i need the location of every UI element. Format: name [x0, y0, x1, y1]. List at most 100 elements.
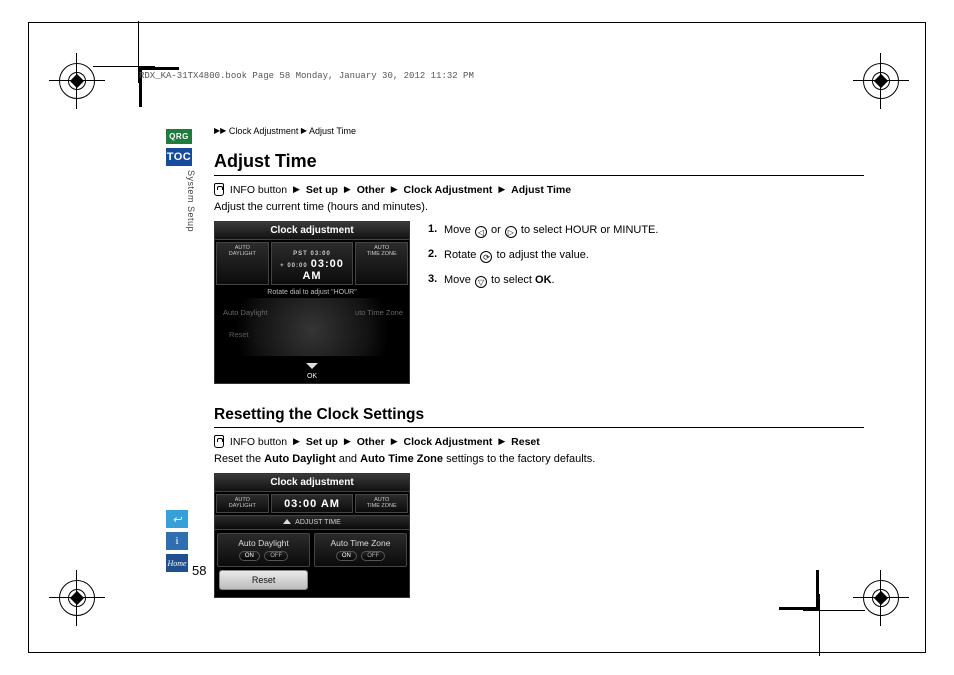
info-button-icon: [214, 183, 224, 196]
registration-mark-icon: [55, 576, 99, 620]
breadcrumb-sep-icon: ▶: [301, 126, 307, 135]
tab-toc[interactable]: TOC: [166, 148, 192, 166]
chevron-right-icon: ▶: [293, 436, 300, 447]
heading-reset-clock: Resetting the Clock Settings: [214, 406, 864, 424]
device-hint: Rotate dial to adjust "HOUR": [215, 287, 409, 298]
device-ok-label: OK: [215, 373, 409, 383]
menu-path-item: Adjust Time: [511, 184, 571, 196]
step-text-bold: OK: [535, 274, 552, 286]
left-tab-column: QRG TOC System Setup: [166, 129, 204, 232]
step-number: 2.: [428, 248, 444, 263]
page-number: 58: [192, 563, 206, 578]
home-icon[interactable]: Home: [166, 554, 188, 572]
desc-text: Reset the: [214, 453, 264, 465]
registration-mark-icon: [859, 59, 903, 103]
menu-path-item: Reset: [511, 436, 540, 448]
menu-path: INFO button ▶ Set up ▶ Other ▶ Clock Adj…: [214, 183, 864, 196]
description: Adjust the current time (hours and minut…: [214, 201, 864, 213]
device-button-auto-timezone: AUTO TIME ZONE: [355, 242, 408, 285]
device-reset-button: Reset: [219, 570, 308, 590]
breadcrumb-item: Clock Adjustment: [229, 126, 299, 136]
menu-path-item: Clock Adjustment: [404, 184, 493, 196]
device-titlebar: Clock adjustment: [215, 222, 409, 240]
device-ghost-label: uto Time Zone: [355, 308, 403, 317]
device-adjust-label: ADJUST TIME: [295, 519, 341, 526]
chevron-right-icon: ▶: [391, 184, 398, 195]
breadcrumb-item: Adjust Time: [309, 126, 356, 136]
step-text: .: [552, 274, 555, 286]
device-button-auto-daylight: AUTO DAYLIGHT: [216, 242, 269, 285]
device-dial: Auto Daylight uto Time Zone Reset: [215, 298, 409, 356]
step-text: to adjust the value.: [493, 249, 588, 261]
step-item: 2. Rotate ⟳ to adjust the value.: [428, 248, 658, 263]
step-item: 3. Move ▽ to select OK.: [428, 273, 658, 288]
breadcrumb-arrow-icon: ▶▶: [214, 126, 226, 135]
nav-icon-stack: ↩ i Home: [166, 510, 192, 576]
menu-path-item: INFO button: [230, 184, 287, 196]
description: Reset the Auto Daylight and Auto Time Zo…: [214, 453, 864, 465]
device-button-label: Auto Daylight: [238, 538, 289, 548]
page-sheet: RDX_KA-31TX4800.book Page 58 Monday, Jan…: [28, 22, 926, 653]
device-screenshot-reset: Clock adjustment AUTO DAYLIGHT 03:00 AM …: [214, 473, 410, 598]
toggle-off-label: OFF: [264, 551, 288, 561]
step-text: to select: [488, 274, 535, 286]
joystick-down-icon: ▽: [475, 276, 487, 288]
menu-path-item: Set up: [306, 184, 338, 196]
joystick-left-icon: ◁: [475, 226, 487, 238]
device-button-auto-timezone-big: Auto Time Zone ON OFF: [314, 533, 407, 567]
divider: [214, 175, 864, 176]
device-time-value: 03:00 AM: [302, 258, 343, 282]
content-area: Adjust Time INFO button ▶ Set up ▶ Other…: [214, 151, 864, 598]
toggle-on-label: ON: [336, 551, 357, 561]
step-list: 1. Move ◁ or ▷ to select HOUR or MINUTE.…: [428, 221, 658, 384]
step-text: Rotate: [444, 249, 479, 261]
running-head: RDX_KA-31TX4800.book Page 58 Monday, Jan…: [139, 71, 474, 81]
menu-path-item: Other: [357, 436, 385, 448]
chevron-right-icon: ▶: [293, 184, 300, 195]
device-time-display: PST 03:00 + 00:0003:00 AM: [271, 242, 354, 285]
menu-path-item: INFO button: [230, 436, 287, 448]
menu-path: INFO button ▶ Set up ▶ Other ▶ Clock Adj…: [214, 435, 864, 448]
device-time-display: 03:00 AM: [271, 494, 354, 513]
chevron-right-icon: ▶: [498, 184, 505, 195]
info-icon[interactable]: i: [166, 532, 188, 550]
menu-path-item: Set up: [306, 436, 338, 448]
dial-rotate-icon: ⟳: [480, 251, 492, 263]
info-button-icon: [214, 435, 224, 448]
step-item: 1. Move ◁ or ▷ to select HOUR or MINUTE.: [428, 223, 658, 238]
desc-text: settings to the factory defaults.: [443, 453, 595, 465]
section-label: System Setup: [186, 170, 196, 232]
chevron-up-icon: [283, 519, 291, 524]
chevron-right-icon: ▶: [344, 184, 351, 195]
breadcrumb: ▶▶ Clock Adjustment ▶ Adjust Time: [214, 126, 356, 136]
device-adjust-row: ADJUST TIME: [215, 515, 409, 530]
step-text: Move: [444, 224, 474, 236]
device-ok-row: OK: [215, 356, 409, 383]
device-button-label: Auto Time Zone: [330, 538, 390, 548]
chevron-down-icon: [306, 363, 318, 369]
chevron-right-icon: ▶: [391, 436, 398, 447]
device-ghost-label: Auto Daylight: [223, 308, 268, 317]
device-button-auto-daylight: AUTO DAYLIGHT: [216, 494, 269, 513]
step-text: Move: [444, 274, 474, 286]
device-ghost-label: Reset: [229, 330, 249, 339]
menu-path-item: Clock Adjustment: [404, 436, 493, 448]
step-text: or: [488, 224, 504, 236]
tab-qrg[interactable]: QRG: [166, 129, 192, 144]
device-button-auto-daylight-big: Auto Daylight ON OFF: [217, 533, 310, 567]
step-text: to select HOUR or MINUTE.: [518, 224, 659, 236]
divider: [214, 427, 864, 428]
desc-bold: Auto Time Zone: [360, 453, 443, 465]
back-icon[interactable]: ↩: [166, 510, 188, 528]
heading-adjust-time: Adjust Time: [214, 151, 864, 172]
toggle-off-label: OFF: [361, 551, 385, 561]
desc-text: and: [336, 453, 360, 465]
device-screenshot-adjust: Clock adjustment AUTO DAYLIGHT PST 03:00…: [214, 221, 410, 384]
step-number: 1.: [428, 223, 444, 238]
joystick-right-icon: ▷: [505, 226, 517, 238]
device-button-auto-timezone: AUTO TIME ZONE: [355, 494, 408, 513]
chevron-right-icon: ▶: [344, 436, 351, 447]
chevron-right-icon: ▶: [498, 436, 505, 447]
registration-mark-icon: [859, 576, 903, 620]
menu-path-item: Other: [357, 184, 385, 196]
